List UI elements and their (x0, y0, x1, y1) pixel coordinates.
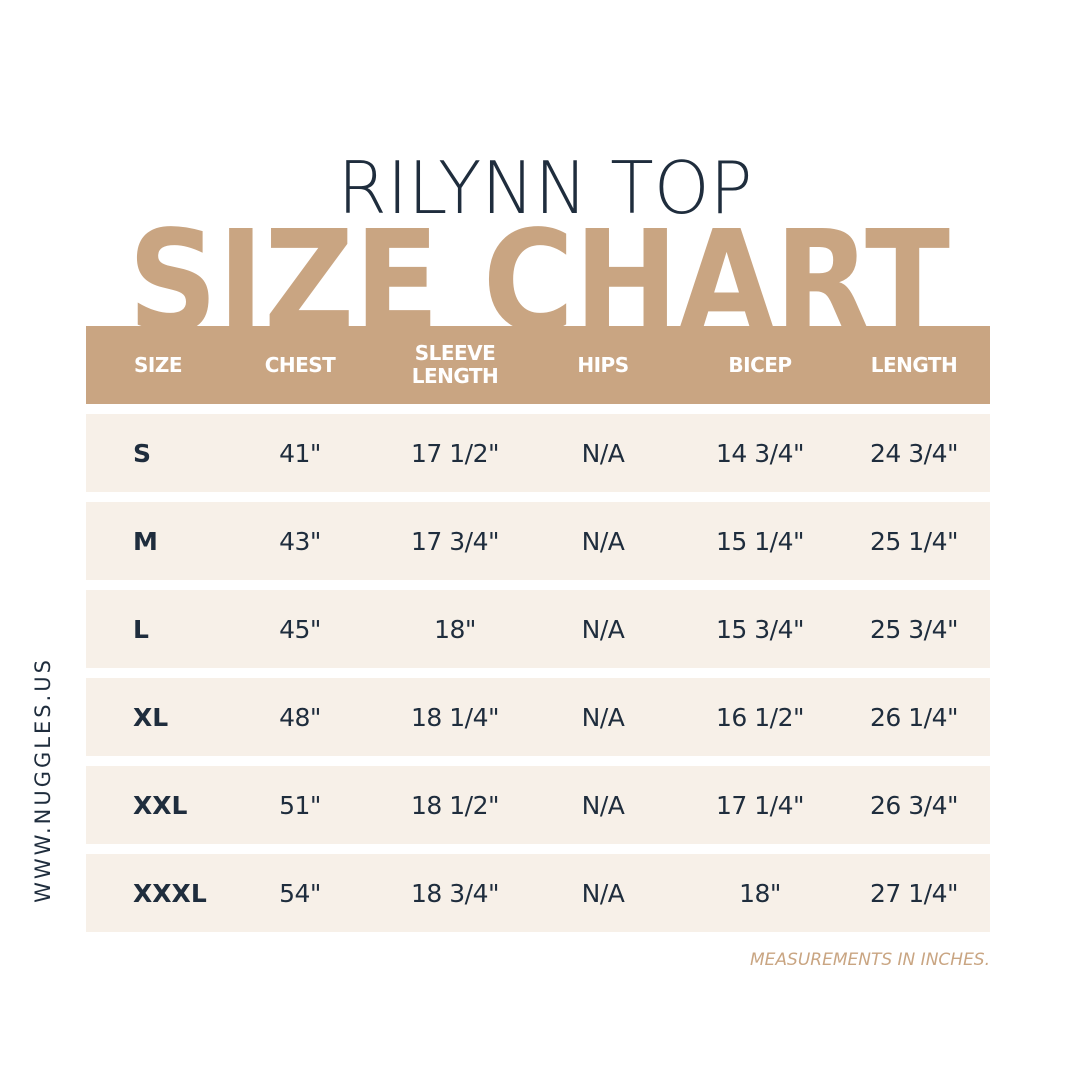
table-row: M 43" 17 3/4" N/A 15 1/4" 25 1/4" (86, 502, 990, 580)
table-cell: 15 1/4" (716, 526, 805, 556)
table-cell: N/A (581, 878, 625, 908)
table-row: XXXL 54" 18 3/4" N/A 18" 27 1/4" (86, 854, 990, 932)
table-cell: N/A (581, 526, 625, 556)
table-cell: 48" (279, 702, 321, 732)
table-cell: 16 1/2" (716, 702, 805, 732)
table-cell: 18 3/4" (411, 878, 500, 908)
column-header: CHEST (264, 352, 336, 377)
table-cell: 41" (279, 438, 321, 468)
table-cell: N/A (581, 790, 625, 820)
table-cell: 18 1/4" (411, 702, 500, 732)
table-cell: 27 1/4" (870, 878, 959, 908)
table-cell: 45" (279, 614, 321, 644)
footnote: MEASUREMENTS IN INCHES. (750, 950, 990, 970)
column-header: SLEEVE LENGTH (411, 341, 499, 388)
size-label: XXXL (133, 878, 207, 908)
table-cell: 15 3/4" (716, 614, 805, 644)
table-row: L 45" 18" N/A 15 3/4" 25 3/4" (86, 590, 990, 668)
table-cell: 26 3/4" (870, 790, 959, 820)
table-cell: N/A (581, 438, 625, 468)
column-header: HIPS (577, 352, 629, 377)
table-cell: 54" (279, 878, 321, 908)
table-cell: 25 1/4" (870, 526, 959, 556)
column-header: LENGTH (870, 352, 958, 377)
size-label: M (133, 526, 158, 556)
column-header: BICEP (728, 352, 792, 377)
table-cell: 51" (279, 790, 321, 820)
table-row: S 41" 17 1/2" N/A 14 3/4" 24 3/4" (86, 414, 990, 492)
table-cell: 18" (434, 614, 476, 644)
table-cell: 14 3/4" (716, 438, 805, 468)
size-label: XL (133, 702, 169, 732)
table-cell: 18" (739, 878, 781, 908)
table-cell: 17 1/2" (411, 438, 500, 468)
size-label: L (133, 614, 149, 644)
table-row: XXL 51" 18 1/2" N/A 17 1/4" 26 3/4" (86, 766, 990, 844)
table-cell: 17 3/4" (411, 526, 500, 556)
table-cell: 24 3/4" (870, 438, 959, 468)
size-label: S (133, 438, 152, 468)
table-cell: N/A (581, 702, 625, 732)
size-label: XXL (133, 790, 188, 820)
table-cell: 25 3/4" (870, 614, 959, 644)
table-cell: 17 1/4" (716, 790, 805, 820)
website-url: WWW.NUGGLES.US (31, 657, 55, 903)
product-title: RILYNN TOP (338, 146, 753, 230)
table-cell: 43" (279, 526, 321, 556)
title-block: RILYNN TOP SIZE CHART (128, 146, 950, 330)
table-row: XL 48" 18 1/4" N/A 16 1/2" 26 1/4" (86, 678, 990, 756)
table-cell: 18 1/2" (411, 790, 500, 820)
size-chart-heading: SIZE CHART (128, 201, 950, 330)
table-cell: 26 1/4" (870, 702, 959, 732)
column-header: SIZE (133, 352, 183, 377)
table-cell: N/A (581, 614, 625, 644)
table-header: SIZE CHEST SLEEVE LENGTH HIPS BICEP LENGTH (86, 326, 990, 404)
